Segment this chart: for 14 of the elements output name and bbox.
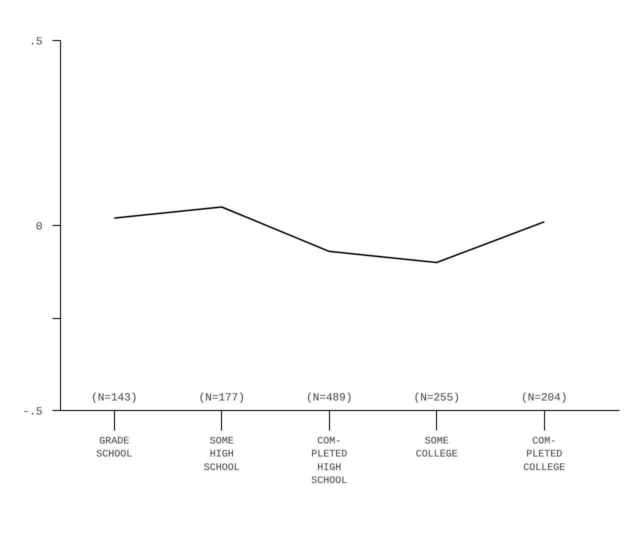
annotation: (N=177) — [198, 392, 245, 404]
annotation: (N=204) — [521, 392, 568, 404]
x-tick-label: COM- PLETED HIGH SCHOOL — [311, 436, 348, 488]
y-tick-label: .5 — [29, 36, 42, 48]
annotation: (N=489) — [306, 392, 352, 404]
y-tick-label: 0 — [36, 222, 43, 234]
annotation: (N=143) — [91, 392, 138, 404]
line-series — [114, 206, 545, 264]
x-tick-label: COM- PLETED COLLEGE — [523, 436, 566, 474]
x-tick-label: SOME COLLEGE — [416, 436, 458, 461]
x-tick-label: GRADE SCHOOL — [96, 436, 132, 461]
annotation: (N=255) — [414, 392, 460, 404]
y-tick-label: -.5 — [22, 406, 43, 418]
x-tick-label: SOME HIGH SCHOOL — [204, 436, 240, 474]
